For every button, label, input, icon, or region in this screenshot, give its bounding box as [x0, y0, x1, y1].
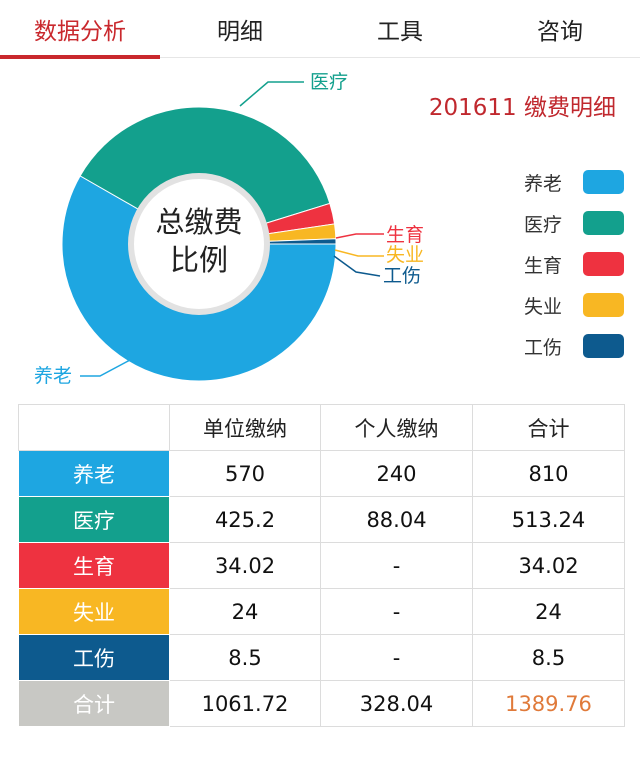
legend-label: 生育 [524, 254, 563, 277]
tab-details[interactable]: 明细 [217, 19, 263, 45]
legend-label: 医疗 [524, 213, 563, 236]
cell-total: 513.24 [472, 496, 625, 543]
callout-label-2: 生育 [386, 224, 424, 246]
legend-label: 工伤 [524, 336, 563, 359]
callout-line-1 [239, 81, 304, 107]
callout-label-4: 工伤 [383, 265, 421, 287]
donut-center-label: 比例 [170, 243, 228, 277]
legend-item-injury: 工伤 [524, 332, 624, 360]
table-header-row: 单位缴纳 个人缴纳 合计 [18, 404, 625, 451]
row-label-pension: 养老 [18, 450, 170, 497]
legend-item-pension: 养老 [524, 168, 624, 196]
tab-bar: 数据分析 明细 工具 咨询 [0, 0, 640, 59]
callout-line-4 [333, 255, 381, 277]
cell-total: 24 [472, 588, 625, 635]
cell-personal: 328.04 [320, 680, 473, 727]
cell-grand-total: 1389.76 [472, 680, 625, 727]
tab-data-analysis[interactable]: 数据分析 [0, 0, 160, 59]
table-row: 生育 34.02 - 34.02 [18, 542, 625, 589]
legend-item-medical: 医疗 [524, 209, 624, 237]
cell-personal: - [320, 634, 473, 681]
legend-swatch [583, 170, 624, 194]
cell-personal: 240 [320, 450, 473, 497]
callout-label-3: 失业 [386, 244, 424, 266]
legend-label: 养老 [524, 172, 563, 195]
table-row-total: 合计 1061.72 328.04 1389.76 [18, 680, 625, 727]
row-label-medical: 医疗 [18, 496, 170, 543]
callout-line-0 [80, 359, 131, 377]
cell-total: 8.5 [472, 634, 625, 681]
header-cell-empty [18, 404, 170, 451]
cell-unit: 570 [169, 450, 321, 497]
cell-total: 34.02 [472, 542, 625, 589]
header-cell-unit: 单位缴纳 [169, 404, 321, 451]
callout-label-1: 医疗 [310, 71, 348, 93]
legend-item-maternity: 生育 [524, 250, 624, 278]
table-row: 失业 24 - 24 [18, 588, 625, 635]
cell-unit: 425.2 [169, 496, 321, 543]
cell-unit: 8.5 [169, 634, 321, 681]
cell-unit: 34.02 [169, 542, 321, 589]
donut-center [128, 173, 270, 315]
donut-chart-area: 总缴费 比例 养老 医疗 生育 失业 工伤 [0, 60, 640, 395]
callout-line-3 [334, 249, 384, 257]
legend-swatch [583, 252, 624, 276]
row-label-unemployment: 失业 [18, 588, 170, 635]
cell-personal: - [320, 588, 473, 635]
callout-label-0: 养老 [34, 365, 72, 387]
legend-swatch [583, 334, 624, 358]
legend-swatch [583, 211, 624, 235]
chart-title: 201611 缴费明细 [428, 95, 616, 121]
row-label-maternity: 生育 [18, 542, 170, 589]
legend-item-unemployment: 失业 [524, 291, 624, 319]
table-row: 医疗 425.2 88.04 513.24 [18, 496, 625, 543]
cell-unit: 1061.72 [169, 680, 321, 727]
cell-personal: 88.04 [320, 496, 473, 543]
tab-tools[interactable]: 工具 [377, 19, 423, 45]
header-cell-total: 合计 [472, 404, 625, 451]
legend-swatch [583, 293, 624, 317]
donut-center-label: 总缴费 [155, 205, 242, 239]
table-row: 养老 570 240 810 [18, 450, 625, 497]
header-cell-personal: 个人缴纳 [320, 404, 473, 451]
tab-consult[interactable]: 咨询 [537, 19, 583, 45]
payment-detail-table: 单位缴纳 个人缴纳 合计 养老 570 240 810 医疗 425.2 88.… [18, 404, 625, 727]
row-label-injury: 工伤 [18, 634, 170, 681]
legend-label: 失业 [524, 295, 563, 318]
cell-personal: - [320, 542, 473, 589]
table-row: 工伤 8.5 - 8.5 [18, 634, 625, 681]
callout-line-2 [335, 233, 384, 239]
cell-total: 810 [472, 450, 625, 497]
row-label-total: 合计 [18, 680, 170, 727]
cell-unit: 24 [169, 588, 321, 635]
